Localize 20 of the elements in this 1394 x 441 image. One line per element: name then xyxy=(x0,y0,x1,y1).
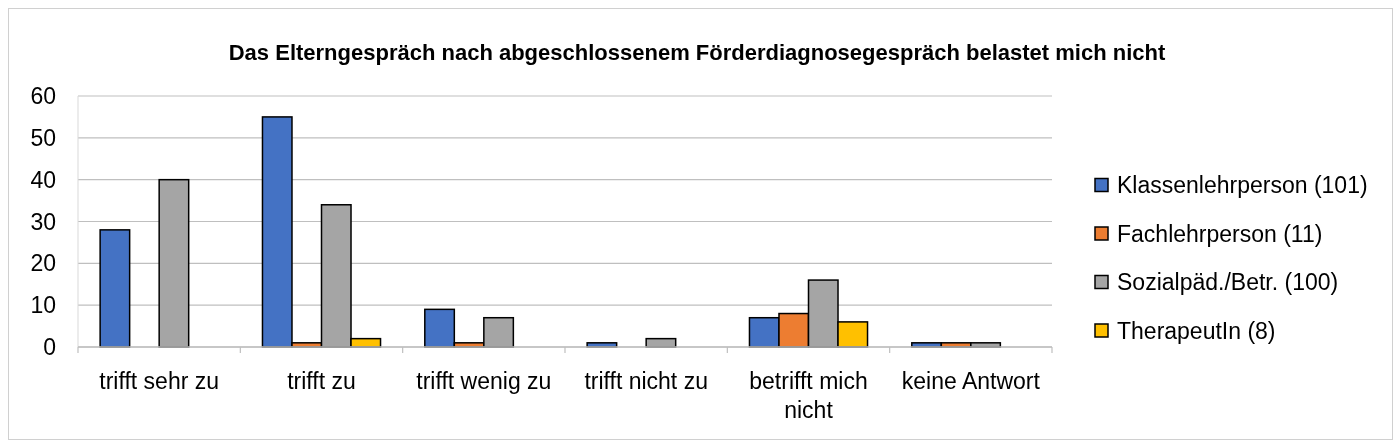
bar xyxy=(99,229,131,348)
x-tick-label: betrifft mich nicht xyxy=(749,368,868,423)
chart-title: Das Elterngespräch nach abgeschlossenem Förderdiagnosegespräch belastet mich nicht xyxy=(228,40,1166,65)
x-tick-label: keine Antwort xyxy=(901,368,1041,394)
y-tick-label: 40 xyxy=(30,166,56,193)
legend-label: TherapeutIn (8) xyxy=(1117,317,1276,344)
legend-label: Fachlehrperson (11) xyxy=(1117,220,1323,247)
x-tick-label: trifft sehr zu xyxy=(99,368,220,394)
bar xyxy=(158,178,190,348)
x-tick-label: trifft nicht zu xyxy=(584,368,708,394)
y-tick-label: 0 xyxy=(43,334,56,361)
y-tick-label: 50 xyxy=(30,124,56,151)
y-tick-label: 10 xyxy=(30,292,56,319)
legend-label: Sozialpäd./Betr. (100) xyxy=(1117,269,1339,296)
y-tick-label: 20 xyxy=(30,250,56,277)
legend-label: Klassenlehrperson (101) xyxy=(1117,172,1368,199)
y-tick-label: 30 xyxy=(30,208,56,235)
x-tick-label: trifft zu xyxy=(287,368,356,394)
x-tick-label: trifft wenig zu xyxy=(416,368,552,394)
y-tick-label: 60 xyxy=(30,83,56,110)
